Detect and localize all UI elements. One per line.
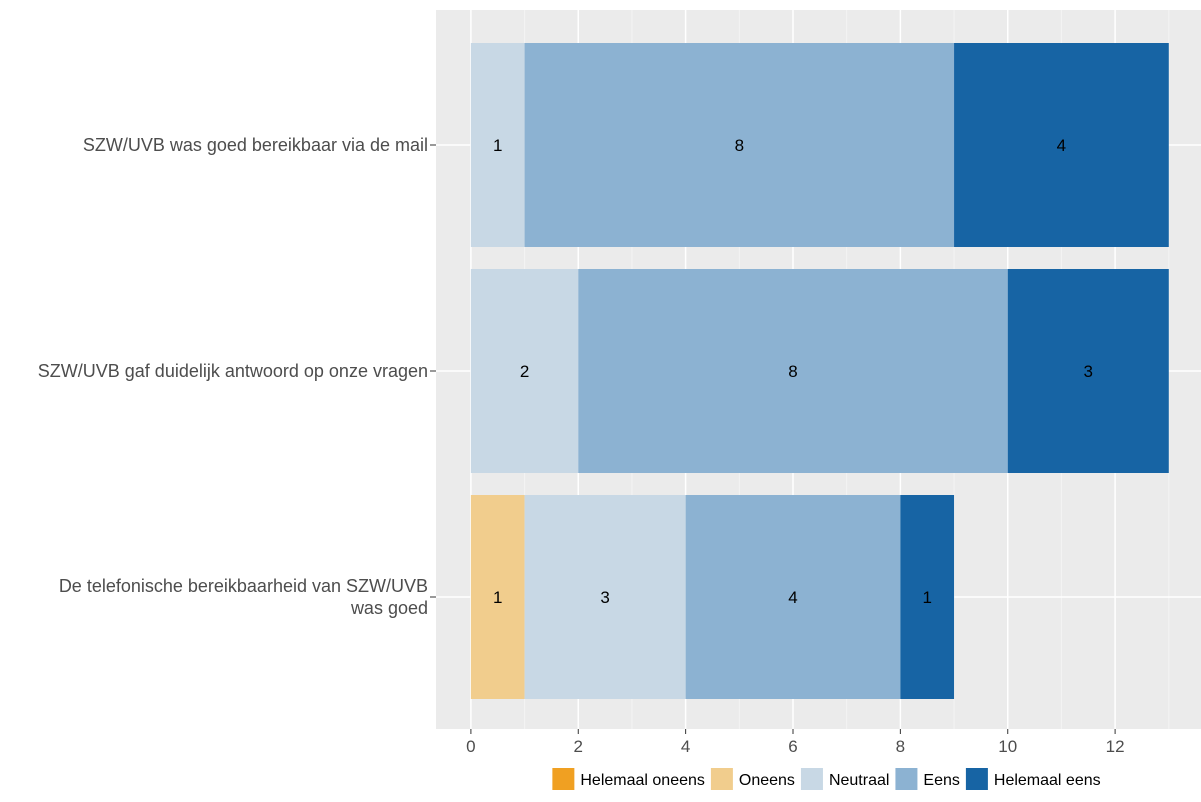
bar-value-label: 3 [600,588,609,607]
legend-label: Helemaal eens [994,772,1101,789]
bar-value-label: 4 [1057,136,1066,155]
category-label: De telefonische bereikbaarheid van SZW/U… [59,576,428,596]
x-tick-label: 0 [466,737,475,756]
x-tick-label: 12 [1106,737,1125,756]
bar-segment [470,43,525,247]
bar-segment [900,495,955,699]
legend-label: Eens [923,772,959,789]
x-tick-label: 4 [681,737,690,756]
category-label: SZW/UVB gaf duidelijk antwoord op onze v… [38,361,428,381]
legend-swatch [800,768,823,790]
bar-segment [524,495,686,699]
legend-label: Neutraal [829,772,889,789]
legend-swatch [710,768,733,790]
bar-segment [954,43,1169,247]
legend-swatch [965,768,988,790]
legend-swatch [552,768,575,790]
bar-segment [1007,269,1169,473]
x-tick-label: 2 [574,737,583,756]
legend-swatch [895,768,918,790]
bar-value-label: 1 [922,588,931,607]
bar-segment [470,495,525,699]
bar-segment [524,43,955,247]
bar-value-label: 1 [493,136,502,155]
legend-label: Oneens [739,772,795,789]
bar-segment [470,269,579,473]
category-label: SZW/UVB was goed bereikbaar via de mail [83,135,428,155]
bar-value-label: 8 [788,362,797,381]
bar-value-label: 8 [735,136,744,155]
bar-segment [578,269,1008,473]
x-tick-label: 8 [896,737,905,756]
bar-value-label: 2 [520,362,529,381]
bar-value-label: 3 [1084,362,1093,381]
bar-value-label: 4 [788,588,797,607]
category-label: was goed [350,598,428,618]
legend-label: Helemaal oneens [580,772,705,789]
x-tick-label: 6 [788,737,797,756]
x-tick-label: 10 [998,737,1017,756]
bar-value-label: 1 [493,588,502,607]
bar-segment [685,495,901,699]
